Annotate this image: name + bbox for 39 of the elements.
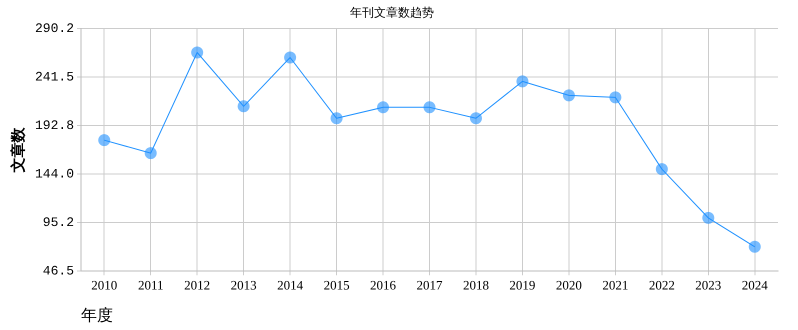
x-tick-label: 2014 bbox=[277, 277, 304, 292]
point bbox=[238, 100, 250, 112]
y-tick-label: 144.0 bbox=[34, 166, 74, 182]
x-tick-label: 2016 bbox=[370, 277, 397, 292]
point bbox=[377, 101, 390, 114]
point bbox=[702, 212, 714, 224]
y-tick-label: 192.8 bbox=[34, 118, 74, 133]
point bbox=[424, 101, 436, 114]
x-tick-label: 2015 bbox=[324, 277, 350, 292]
point bbox=[470, 112, 482, 124]
point bbox=[98, 134, 110, 146]
x-tick-label: 2024 bbox=[742, 277, 768, 292]
x-tick-label: 2010 bbox=[91, 277, 118, 292]
point bbox=[516, 75, 528, 88]
x-axis-title: 年度 bbox=[81, 306, 114, 325]
point bbox=[330, 112, 343, 124]
x-tick-label: 2018 bbox=[462, 277, 489, 292]
x-tick-label: 2017 bbox=[416, 277, 444, 292]
x-tick-label: 2012 bbox=[184, 277, 210, 292]
point bbox=[609, 91, 622, 104]
point bbox=[562, 89, 575, 102]
x-tick-label: 2020 bbox=[556, 277, 582, 292]
x-tick-label: 2023 bbox=[695, 277, 722, 292]
x-tick-label: 2021 bbox=[602, 277, 628, 292]
y-tick-label: 290.2 bbox=[34, 20, 74, 36]
point bbox=[284, 51, 296, 64]
point bbox=[144, 147, 157, 160]
y-tick-label: 241.5 bbox=[34, 69, 74, 84]
y-tick-label: 95.2 bbox=[42, 215, 74, 230]
x-tick-label: 2011 bbox=[138, 277, 164, 292]
point bbox=[656, 163, 668, 176]
y-axis-title: 文章数 bbox=[8, 126, 27, 174]
x-tick-label: 2013 bbox=[230, 277, 257, 292]
point bbox=[191, 46, 204, 59]
point bbox=[748, 240, 761, 253]
x-tick-label: 2022 bbox=[648, 277, 675, 292]
chart-title: 年刊文章数趋势 bbox=[350, 5, 434, 20]
x-tick-label: 2019 bbox=[509, 277, 536, 292]
y-tick-label: 46.5 bbox=[42, 264, 74, 279]
